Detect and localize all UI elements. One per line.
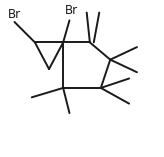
- Text: Br: Br: [65, 5, 78, 17]
- Text: Br: Br: [8, 8, 21, 21]
